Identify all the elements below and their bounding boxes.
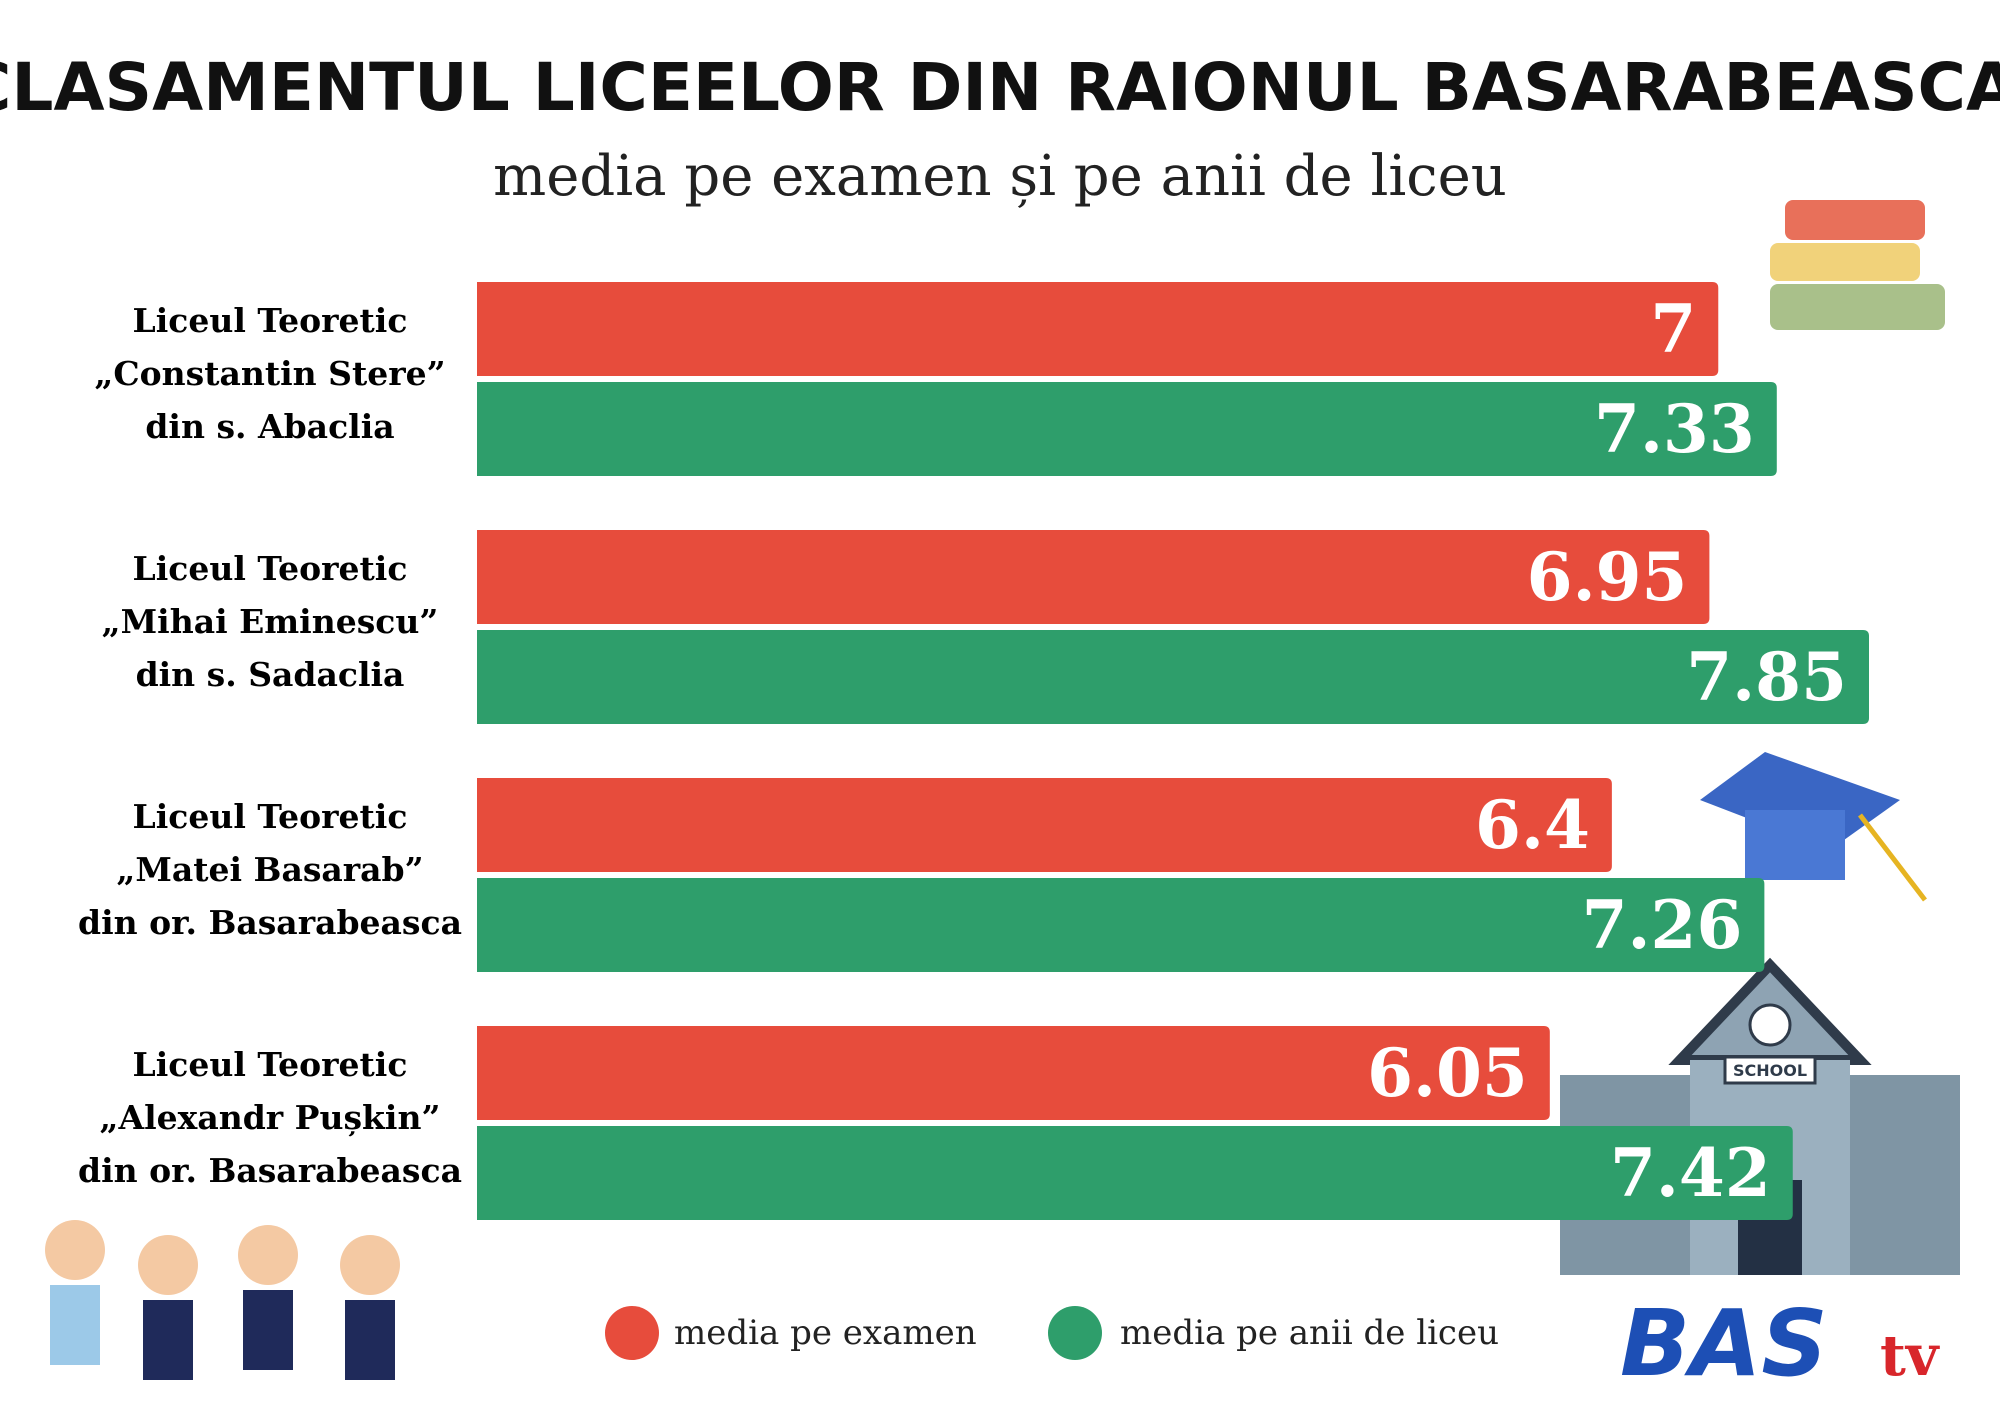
logo-main: BAS: [1620, 1290, 1828, 1397]
logo-suffix: tv: [1880, 1323, 1940, 1389]
bar: [477, 630, 1869, 724]
legend-label: media pe anii de liceu: [1120, 1313, 1499, 1353]
category-label: din or. Basarabeasca: [78, 903, 462, 942]
bar: [477, 778, 1612, 872]
category-label: Liceul Teoretic: [133, 1045, 408, 1084]
books-illustration: [1770, 200, 1945, 330]
graduation-cap-illustration: [1700, 752, 1927, 902]
bar: [477, 1026, 1550, 1120]
category-label: „Constantin Stere”: [94, 354, 445, 393]
value-label: 7.26: [1582, 886, 1743, 964]
category-label: Liceul Teoretic: [133, 301, 408, 340]
value-label: 6.05: [1367, 1034, 1528, 1112]
chart-subtitle: media pe examen și pe anii de liceu: [493, 144, 1507, 209]
bar: [477, 530, 1710, 624]
value-label: 7.33: [1594, 390, 1755, 468]
category-label: Liceul Teoretic: [133, 549, 408, 588]
value-label: 7: [1650, 290, 1696, 368]
bar: [477, 282, 1719, 376]
category-label: Liceul Teoretic: [133, 797, 408, 836]
legend-marker: [1048, 1306, 1102, 1360]
logo: BAS tv: [1620, 1290, 1940, 1397]
category-label: „Matei Basarab”: [116, 850, 423, 889]
children-illustration: [45, 1220, 400, 1380]
category-label: din s. Abaclia: [145, 407, 394, 446]
bar: [477, 1126, 1793, 1220]
legend-label: media pe examen: [674, 1313, 977, 1353]
category-label: „Alexandr Pușkin”: [100, 1098, 441, 1137]
category-label: „Mihai Eminescu”: [102, 602, 439, 641]
value-label: 6.95: [1527, 538, 1688, 616]
value-label: 6.4: [1475, 786, 1590, 864]
bar: [477, 382, 1777, 476]
chart-title: CLASAMENTUL LICEELOR DIN RAIONUL BASARAB…: [0, 49, 2000, 126]
legend-marker: [605, 1306, 659, 1360]
category-label: din or. Basarabeasca: [78, 1151, 462, 1190]
value-label: 7.85: [1686, 638, 1847, 716]
school-sign: SCHOOL: [1733, 1061, 1807, 1080]
category-label: din s. Sadaclia: [136, 655, 405, 694]
bar: [477, 878, 1765, 972]
school-illustration: SCHOOL: [1560, 957, 1960, 1275]
value-label: 7.42: [1610, 1134, 1771, 1212]
